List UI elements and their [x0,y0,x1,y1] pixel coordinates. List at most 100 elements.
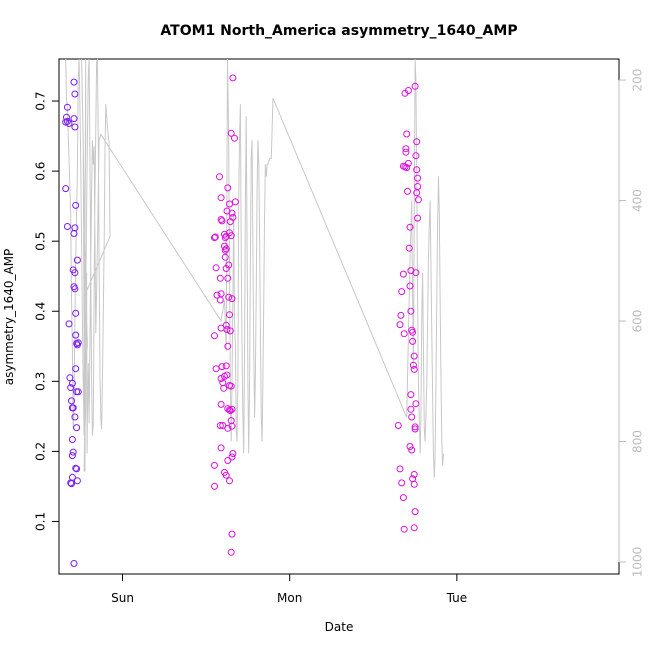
secondary-y-tick-label: 1000 [631,547,645,578]
series-magenta-point [396,465,404,473]
series-blue-point [71,269,79,277]
series-magenta-point [404,159,412,167]
series-magenta-point [222,362,230,370]
series-magenta-point [212,264,220,272]
series-magenta-point [406,223,414,231]
series-magenta-point [229,213,237,221]
series-magenta-point [398,479,406,487]
secondary-y-tick-label: 200 [631,69,645,92]
series-magenta-point [226,311,233,319]
series-magenta-point [224,457,232,464]
series-blue-point [73,465,81,473]
series-blue-point [67,384,75,392]
series-magenta-point [410,352,418,360]
series-magenta-point [227,232,235,240]
series-magenta-point [228,453,236,461]
series-magenta-point [400,330,408,338]
series-blue-point [71,90,79,98]
series-magenta-point [226,200,233,208]
series-blue-point [70,560,78,567]
series-magenta-point [217,194,225,202]
series-magenta-point [220,384,228,392]
series-magenta-point [226,407,234,415]
series-magenta-point [218,217,226,225]
series-magenta-point [403,130,411,138]
series-magenta-point [222,321,230,329]
series-magenta-point [231,134,238,142]
series-blue-point [68,379,76,387]
series-blue-point [72,331,80,339]
series-blue-point [63,223,71,230]
series-blue-point [70,78,78,86]
series-magenta-point [411,508,419,516]
series-blue-point [71,285,79,293]
series-magenta-point [407,391,415,399]
y-tick-label: 0.2 [34,442,48,461]
series-blue-point [63,113,70,121]
series-magenta-point [406,443,414,450]
series-magenta-point [221,468,228,476]
series-magenta-point [228,405,236,413]
series-blue-point [70,230,78,237]
secondary-series-line [65,58,444,478]
x-tick-label: Mon [277,591,302,605]
secondary-y-tick-label: 800 [631,430,645,453]
series-magenta-point [394,422,402,429]
secondary-y-axis: 200 400 600 800 1000 [618,69,645,578]
y-tick-label: 0.5 [34,232,48,251]
series-magenta-point [402,145,410,153]
series-magenta-point [216,274,224,282]
series-magenta-point [229,450,237,457]
series-magenta-point [216,173,223,181]
series-magenta-point [223,326,231,333]
series-magenta-point [228,422,236,430]
series-magenta-point [409,337,417,345]
series-blue-point [71,413,79,421]
series-blue-point [73,256,81,264]
series-magenta-point [407,405,415,413]
series-blue-point [66,374,74,382]
series-magenta-point [413,189,421,197]
series-blue-point [71,123,79,131]
series-magenta-point [224,424,232,432]
series-blue-point [72,309,80,317]
series-magenta-point [224,184,232,192]
series-blue-point [73,477,81,485]
series-blue-point [69,448,77,456]
series-magenta-point [399,270,407,278]
series-magenta-point [228,530,236,538]
series-magenta-point [412,152,420,160]
series-magenta-point [399,494,407,502]
series-magenta-point [405,244,413,252]
series-magenta-point [411,82,419,90]
series-magenta-point [410,524,418,532]
series-magenta-point [228,209,236,217]
series-blue-point [68,452,76,460]
series-magenta-point [397,311,405,319]
series-magenta-point [411,423,419,431]
series-magenta-point [221,246,229,254]
series-magenta-point [221,372,228,380]
series-magenta-point [402,148,410,156]
secondary-y-tick-label: 400 [631,189,645,212]
points-layer [62,74,422,567]
series-magenta-point [217,400,225,408]
series-magenta-point [218,363,226,371]
series-magenta-point [211,234,218,242]
series-magenta-point [227,548,235,556]
series-magenta-point [229,74,237,82]
series-magenta-point [413,138,421,146]
series-magenta-point [413,166,421,174]
y-tick-label: 0.3 [34,372,48,391]
series-magenta-point [222,245,230,253]
series-magenta-point [410,365,418,373]
series-blue-point [63,103,71,111]
series-magenta-point [409,328,417,336]
y-tick-label: 0.7 [34,91,48,110]
series-magenta-point [227,382,235,390]
y-tick-label: 0.6 [34,162,48,181]
series-magenta-point [212,365,220,373]
series-magenta-point [221,253,229,261]
